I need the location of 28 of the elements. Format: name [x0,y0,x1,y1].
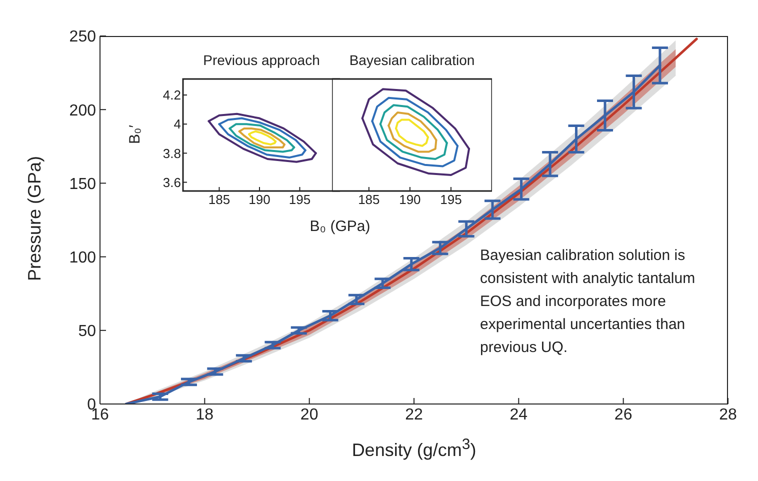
x-tick-label: 20 [300,406,318,424]
y-tick-label: 150 [69,176,96,193]
chart-title: Bayesian calibration [348,52,476,68]
chart-title: Previous approach [202,52,321,68]
x-tick-label: 185 [208,192,230,208]
x-tick-label: 28 [719,406,737,424]
x-tick-label: 185 [358,192,380,208]
y-tick-label: 3.8 [162,146,181,161]
x-tick-label: 190 [399,192,421,208]
x-axis-title: Density (g/cm$^{3}$) [350,436,478,461]
y-tick-label: 100 [69,249,96,266]
x-tick-label: 195 [440,192,462,208]
y-axis-title: B₀′ [126,124,144,146]
x-tick-label: 190 [248,192,270,208]
x-tick-label: 195 [288,192,311,208]
x-tick-label: 18 [196,406,214,424]
y-tick-label: 4.2 [162,88,181,103]
annotation: Bayesian calibration solution is consistent with analytic tantalum EOS and incorporates more experimental uncertanties than previous UQ. [480,246,696,358]
y-tick-label: 4 [174,116,181,132]
x-tick-label: 22 [405,406,423,424]
y-tick-label: 3.6 [162,174,181,190]
y-tick-label: 50 [78,323,96,340]
x-tick-label: 24 [510,406,528,424]
y-axis-title: Pressure (GPa) [24,154,46,284]
y-tick-label: 250 [69,28,96,46]
x-axis-title: B₀ (GPa) [308,218,372,235]
x-tick-label: 26 [614,406,632,424]
y-tick-label: 200 [69,102,96,120]
